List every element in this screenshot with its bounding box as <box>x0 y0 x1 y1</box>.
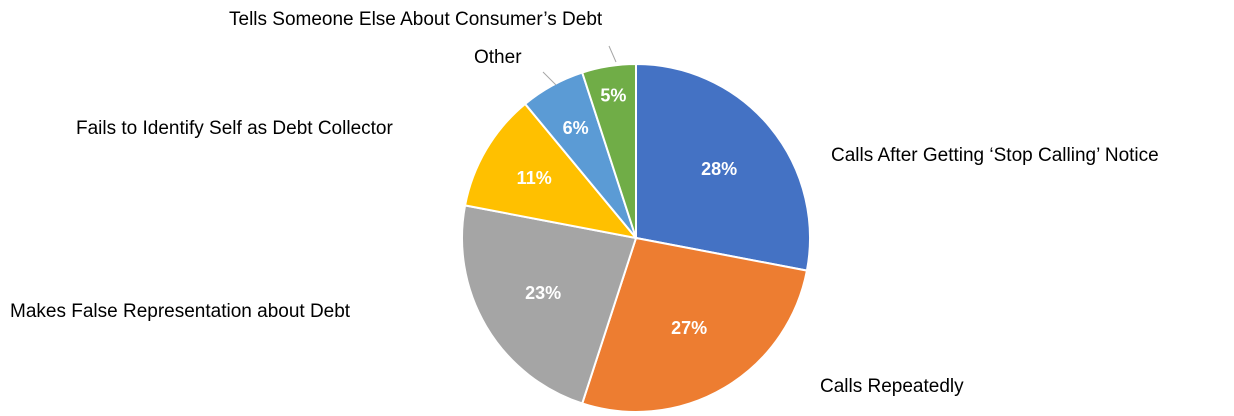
category-label-tells-someone-else: Tells Someone Else About Consumer’s Debt <box>229 9 603 30</box>
leader-line-other <box>543 72 556 85</box>
pie-slices <box>462 64 810 412</box>
category-label-false-representation: Makes False Representation about Debt <box>10 301 351 322</box>
category-label-calls-repeatedly: Calls Repeatedly <box>820 376 964 397</box>
value-label-other: 6% <box>563 118 589 138</box>
category-label-calls-after-stop-notice: Calls After Getting ‘Stop Calling’ Notic… <box>831 145 1159 166</box>
category-label-other: Other <box>474 47 522 68</box>
value-label-fails-to-identify: 11% <box>517 168 552 188</box>
value-label-calls-after-stop-notice: 28% <box>701 159 737 179</box>
value-label-calls-repeatedly: 27% <box>671 318 707 338</box>
leader-line-tells-someone-else <box>609 46 616 62</box>
value-label-false-representation: 23% <box>525 283 561 303</box>
value-label-tells-someone-else: 5% <box>600 85 626 105</box>
category-label-fails-to-identify: Fails to Identify Self as Debt Collector <box>76 118 393 139</box>
